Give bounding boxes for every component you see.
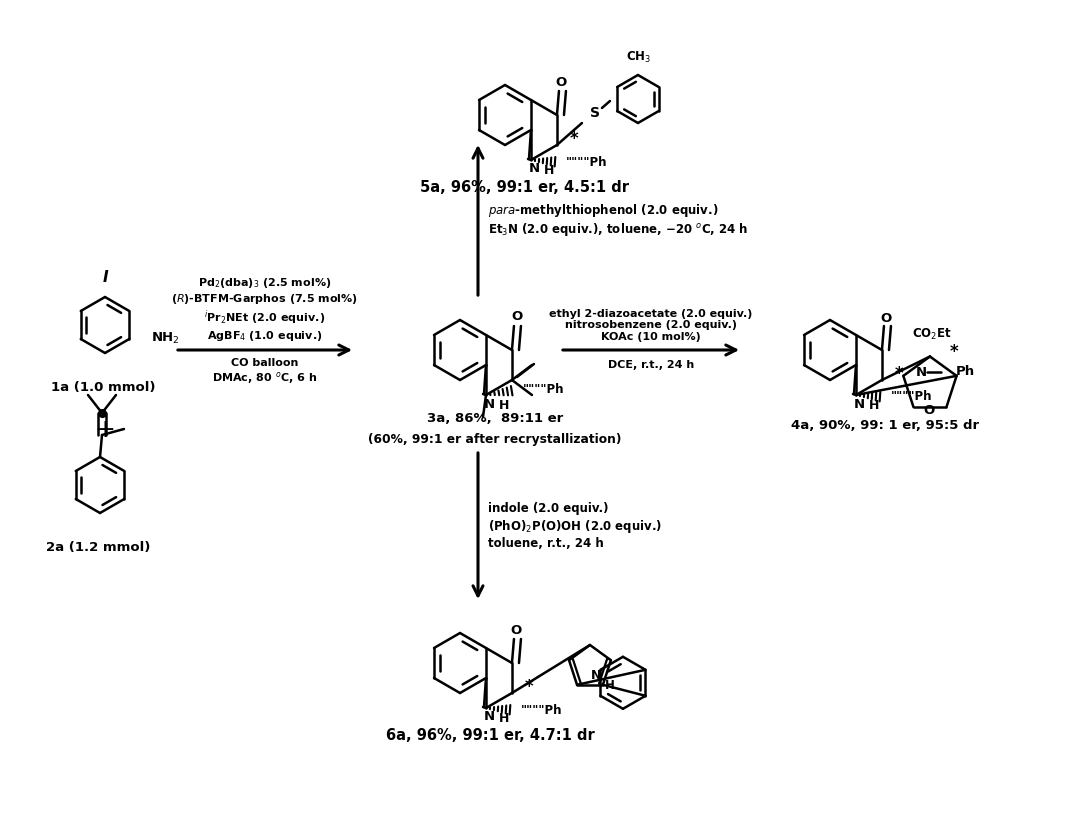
Text: 1a (1.0 mmol): 1a (1.0 mmol) (51, 381, 156, 393)
Text: """"Ph: """"Ph (891, 391, 932, 403)
Text: CO balloon
DMAc, 80 $^o$C, 6 h: CO balloon DMAc, 80 $^o$C, 6 h (213, 358, 318, 387)
Text: *: * (950, 342, 959, 361)
Text: 4a, 90%, 99: 1 er, 95:5 dr: 4a, 90%, 99: 1 er, 95:5 dr (791, 418, 980, 432)
Text: N: N (484, 711, 495, 723)
Text: N: N (591, 669, 602, 681)
Text: H: H (868, 398, 879, 412)
Text: ethyl 2-diazoacetate (2.0 equiv.)
nitrosobenzene (2.0 equiv.)
KOAc (10 mol%): ethyl 2-diazoacetate (2.0 equiv.) nitros… (550, 309, 753, 342)
Text: *: * (570, 130, 579, 148)
Text: Ph: Ph (956, 366, 974, 378)
Text: Pd$_2$(dba)$_3$ (2.5 mol%)
($R$)-BTFM-Garphos (7.5 mol%)
$^i$Pr$_2$NEt (2.0 equi: Pd$_2$(dba)$_3$ (2.5 mol%) ($R$)-BTFM-Ga… (172, 276, 359, 343)
Text: O: O (880, 311, 892, 325)
Text: indole (2.0 equiv.)
(PhO)$_2$P(O)OH (2.0 equiv.)
toluene, r.t., 24 h: indole (2.0 equiv.) (PhO)$_2$P(O)OH (2.0… (488, 503, 662, 549)
Text: """"Ph: """"Ph (521, 704, 563, 716)
Text: 3a, 86%,  89:11 er: 3a, 86%, 89:11 er (427, 412, 563, 424)
Text: DCE, r.t., 24 h: DCE, r.t., 24 h (608, 360, 694, 370)
Text: CH$_3$: CH$_3$ (626, 49, 651, 64)
Text: O: O (923, 403, 935, 417)
Text: *: * (525, 678, 534, 696)
Text: N: N (853, 397, 865, 411)
Text: H: H (605, 679, 615, 691)
Text: N: N (528, 163, 540, 175)
Text: +: + (95, 418, 116, 442)
Text: NH$_2$: NH$_2$ (151, 331, 180, 346)
Text: CO$_2$Et: CO$_2$Et (913, 327, 951, 342)
Text: S: S (590, 106, 600, 120)
Text: (60%, 99:1 er after recrystallization): (60%, 99:1 er after recrystallization) (368, 433, 622, 447)
Text: O: O (555, 77, 567, 89)
Text: O: O (511, 310, 523, 322)
Text: *: * (895, 365, 904, 383)
Text: H: H (499, 711, 509, 725)
Text: 6a, 96%, 99:1 er, 4.7:1 dr: 6a, 96%, 99:1 er, 4.7:1 dr (386, 727, 594, 742)
Text: """"Ph: """"Ph (523, 382, 565, 396)
Text: N: N (916, 367, 927, 379)
Text: N: N (484, 397, 495, 411)
Text: $\it{para}$-methylthiophenol (2.0 equiv.)
Et$_3$N (2.0 equiv.), toluene, −20 $^o: $\it{para}$-methylthiophenol (2.0 equiv.… (488, 202, 748, 238)
Text: """"Ph: """"Ph (566, 155, 607, 169)
Text: H: H (499, 398, 509, 412)
Text: O: O (511, 625, 522, 637)
Text: I: I (103, 270, 108, 285)
Text: 5a, 96%, 99:1 er, 4.5:1 dr: 5a, 96%, 99:1 er, 4.5:1 dr (420, 180, 630, 195)
Text: H: H (544, 164, 554, 176)
Text: 2a (1.2 mmol): 2a (1.2 mmol) (45, 540, 150, 554)
